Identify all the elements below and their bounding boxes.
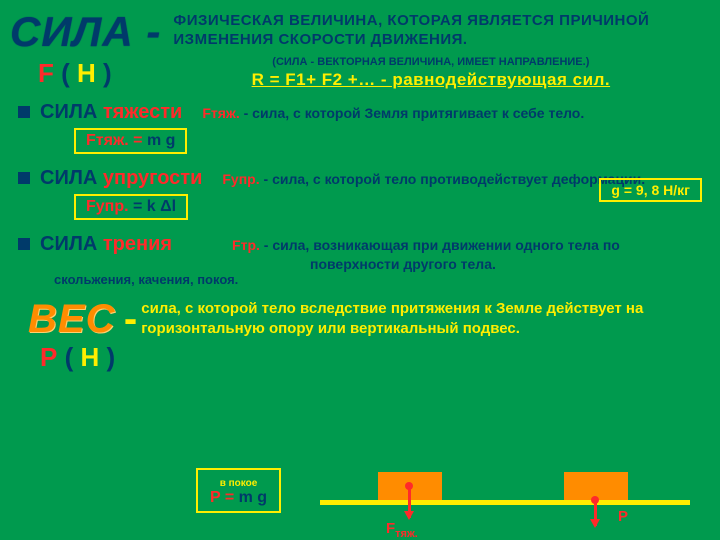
box-eq: = [225,489,234,506]
vector-note: (СИЛА - ВЕКТОРНАЯ ВЕЛИЧИНА, ИМЕЕТ НАПРАВ… [152,56,710,68]
sila-definition: ФИЗИЧЕСКАЯ ВЕЛИЧИНА, КОТОРАЯ ЯВЛЯЕТСЯ ПР… [161,8,710,56]
gravity-text: - сила, с которой Земля притягивает к се… [240,105,585,121]
paren-open: ( [54,58,77,88]
unit-newton: Н [77,58,96,88]
label-ftyazh-sub: тяж. [395,528,418,540]
bullet-icon [18,238,30,250]
friction-desc2: поверхности другого тела. [18,256,710,272]
weight-formula-box: в покое P = m g [196,468,281,513]
label-sila: СИЛА [40,167,103,189]
weight-definition: сила, с которой тело вследствие притяжен… [141,297,710,340]
label-sila: СИЛА [40,101,103,123]
label-type: упругости [103,167,203,189]
weight-box-caption: в покое [210,478,267,489]
arrow-weight [594,500,597,526]
elastic-sym: Fупр. [222,171,259,187]
bullet-icon [18,172,30,184]
symbol-P: Р [40,342,57,372]
label-P: P [618,508,628,525]
gravity-formula: Fтяж. = m g [74,128,187,154]
formula-sym: Fупр. [86,198,129,215]
label-sila: СИЛА [40,233,103,255]
force-symbol-unit: F ( Н ) [38,58,112,89]
resultant-formula: R = F1+ F2 +… - равнодействующая сил. [152,70,710,90]
friction-subtypes: скольжения, качения, покоя. [18,272,710,289]
label-type: трения [103,233,172,255]
bullet-icon [18,106,30,118]
label-type: тяжести [103,101,182,123]
gravity-title: СИЛА тяжести [40,101,182,124]
formula-rhs: m g [147,132,175,149]
gravity-desc: Fтяж. - сила, с которой Земля притягивае… [182,105,584,121]
elastic-title: СИЛА упругости [40,167,202,190]
friction-desc: Fтр. - сила, возникающая при движении од… [172,237,620,253]
paren-close: ) [99,342,115,372]
unit-newton: Н [80,342,99,372]
elastic-text: - сила, с которой тело противодействует … [260,171,646,187]
weight-title: ВЕС [28,297,115,341]
formula-eq: = [129,132,147,149]
weight-title-block: ВЕС - [28,297,141,342]
weight-dash: - [120,297,141,341]
friction-title: СИЛА трения [40,233,172,256]
box-P: P [210,489,225,506]
force-diagram: Fтяж. P [320,450,700,530]
formula-rhs: = k Δl [129,198,177,215]
paren-open: ( [57,342,80,372]
weight-symbol-unit: Р ( Н ) [0,342,720,373]
gravity-sym: Fтяж. [202,105,239,121]
symbol-F: F [38,58,54,88]
elastic-desc: Fупр. - сила, с которой тело противодейс… [202,171,645,187]
box-rhs: m g [234,489,267,506]
paren-close: ) [96,58,112,88]
label-ftyazh: Fтяж. [386,520,418,540]
arrow-gravity [408,486,411,518]
title-sila: СИЛА - [10,8,161,56]
formula-sym: Fтяж. [86,132,129,149]
g-constant-box: g = 9, 8 Н/кг [599,178,702,202]
surface-line [320,500,690,505]
friction-text1: - сила, возникающая при движении одного … [260,237,620,253]
elastic-formula: Fупр. = k Δl [74,194,188,220]
friction-sym: Fтр. [232,237,260,253]
